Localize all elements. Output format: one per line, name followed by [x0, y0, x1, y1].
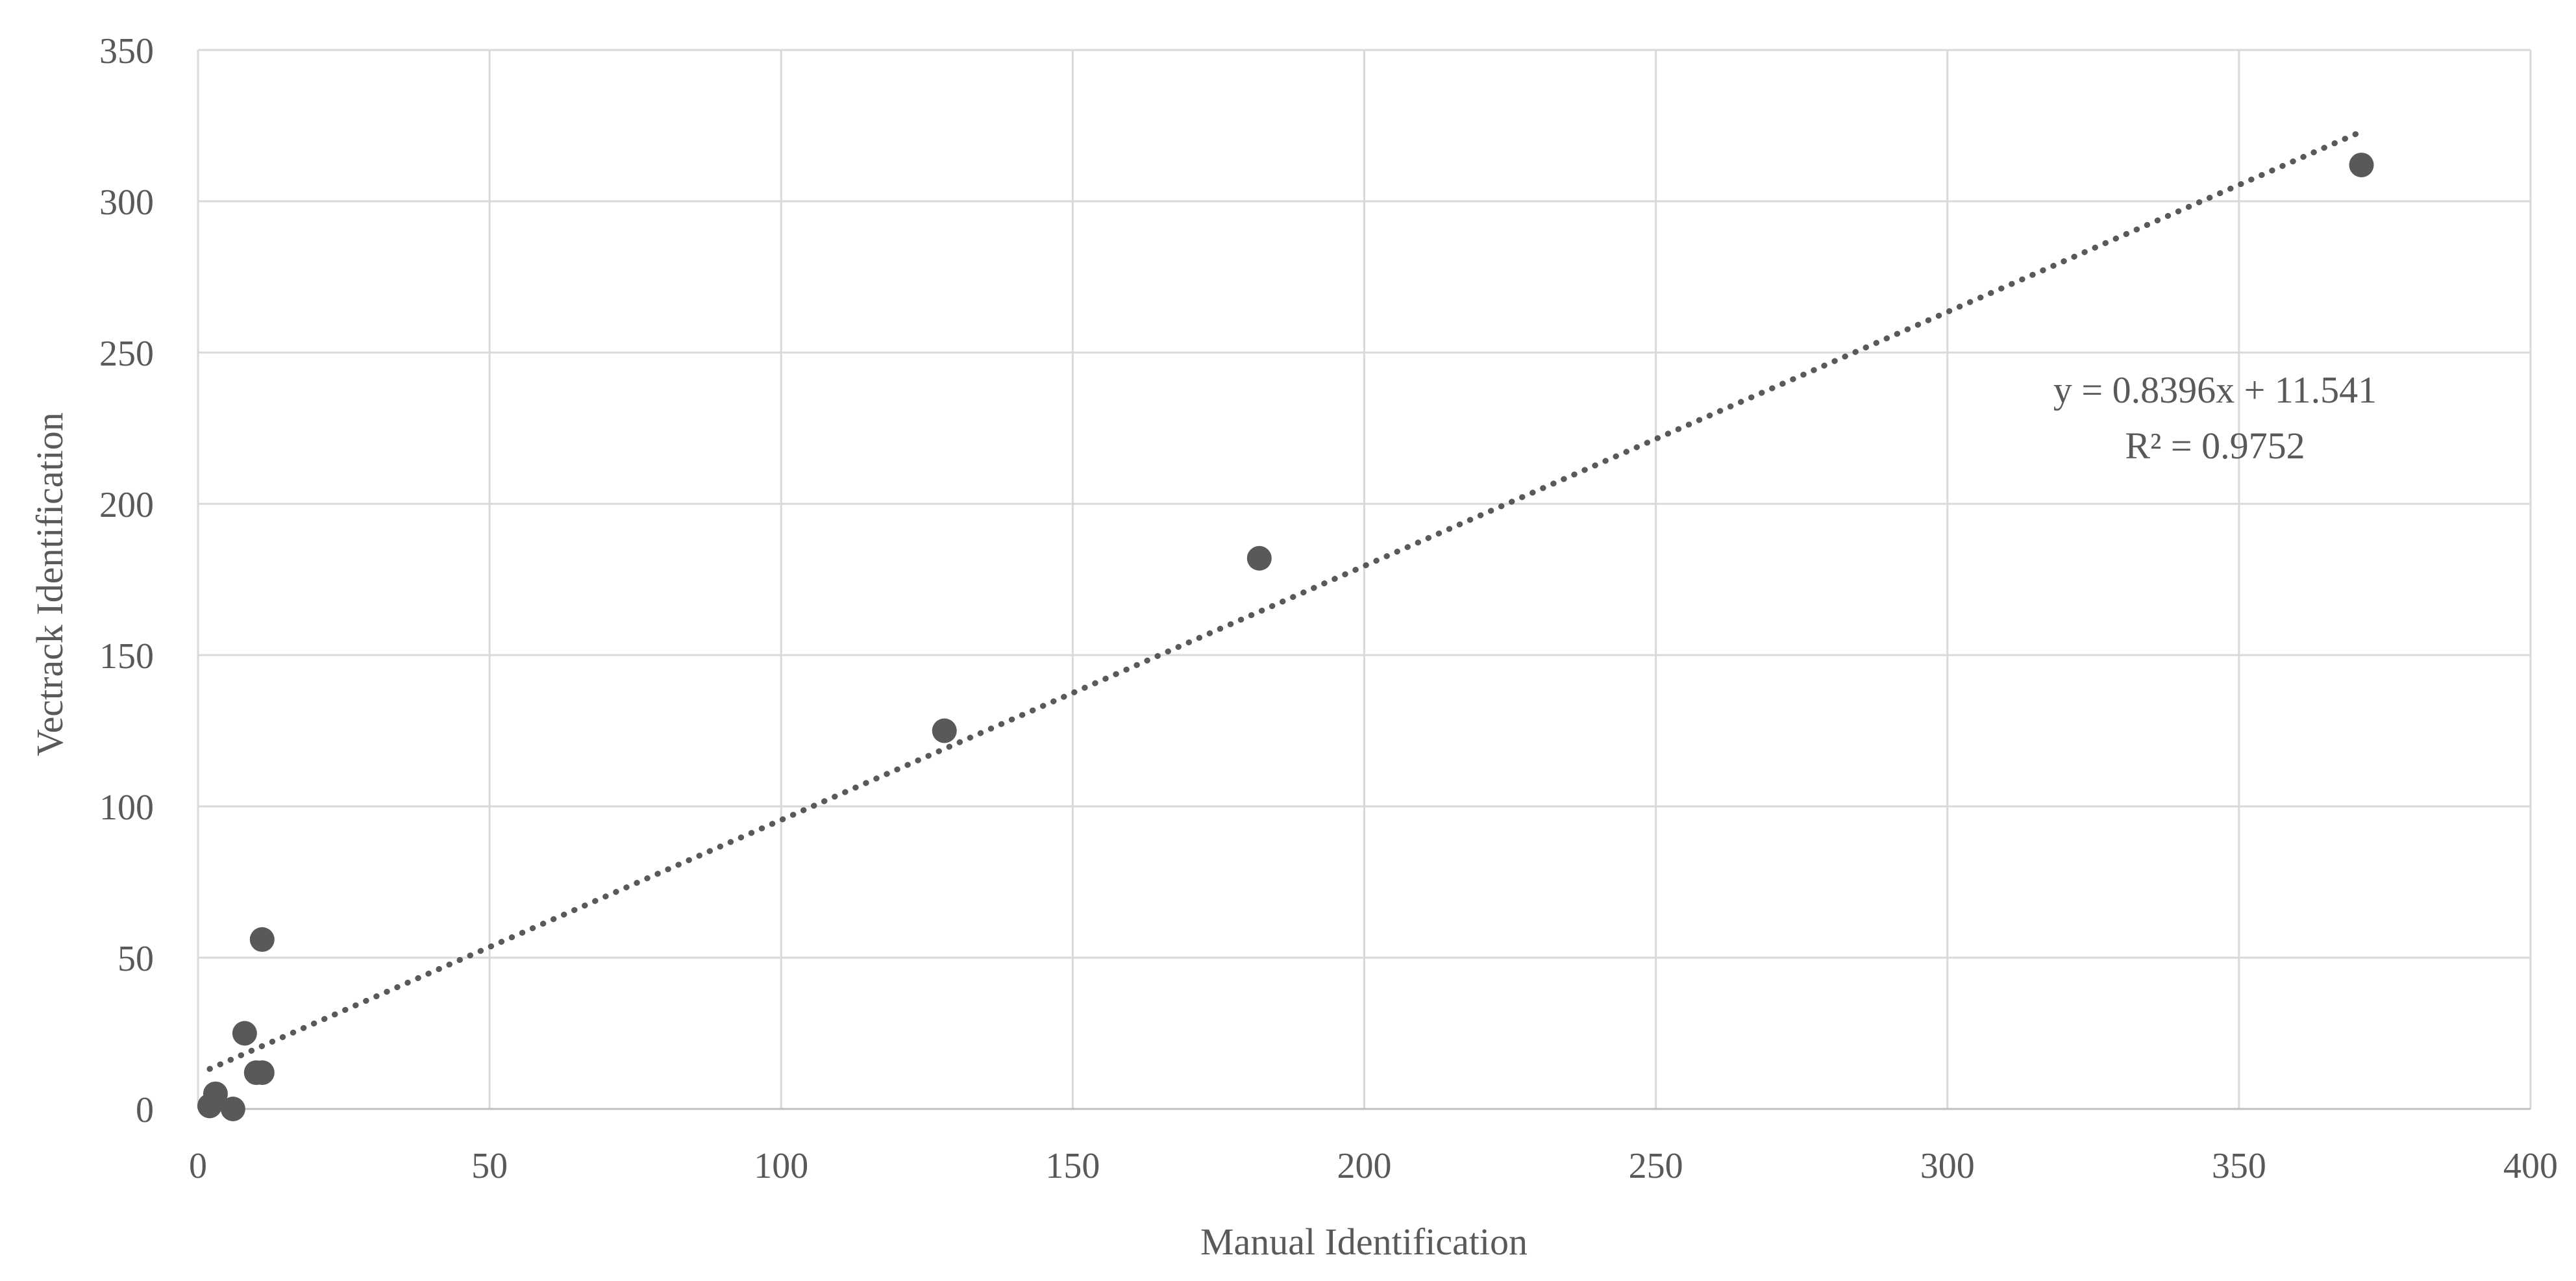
x-tick-label: 50: [471, 1146, 508, 1186]
x-tick-label: 150: [1045, 1146, 1100, 1186]
data-point: [932, 718, 957, 743]
trendline-equation: y = 0.8396x + 11.541: [2053, 369, 2377, 411]
data-point: [249, 927, 275, 952]
x-tick-label: 250: [1629, 1146, 1683, 1186]
data-point: [2349, 153, 2374, 178]
y-tick-label: 350: [99, 31, 154, 71]
data-point: [220, 1097, 245, 1121]
x-tick-label: 100: [754, 1146, 808, 1186]
x-axis-title: Manual Identification: [1200, 1221, 1528, 1263]
x-tick-label: 400: [2503, 1146, 2558, 1186]
data-points-layer: [197, 153, 2374, 1121]
tick-labels-layer: 0 50 100 150 200 250 300 350 400 0 50 100 150 200 250 3…: [99, 31, 2558, 1186]
y-axis-title: Vectrack Identification: [29, 412, 71, 756]
x-tick-label: 0: [189, 1146, 207, 1186]
y-tick-label: 300: [99, 182, 154, 223]
trendline-r2: R² = 0.9752: [2125, 425, 2305, 467]
x-tick-label: 350: [2212, 1146, 2266, 1186]
y-tick-label: 200: [99, 485, 154, 525]
x-tick-label: 300: [1920, 1146, 1975, 1186]
y-tick-label: 0: [136, 1090, 154, 1130]
x-tick-label: 200: [1337, 1146, 1392, 1186]
data-point: [232, 1021, 257, 1046]
data-point: [203, 1081, 228, 1106]
y-tick-label: 150: [99, 636, 154, 677]
y-tick-label: 250: [99, 334, 154, 374]
grid-layer: [197, 49, 2532, 1110]
y-tick-label: 50: [118, 939, 154, 979]
data-point: [249, 1060, 275, 1086]
trendline-layer: [206, 129, 2365, 1072]
y-tick-label: 100: [99, 788, 154, 828]
trendline: [206, 129, 2365, 1072]
data-point: [1246, 545, 1272, 571]
